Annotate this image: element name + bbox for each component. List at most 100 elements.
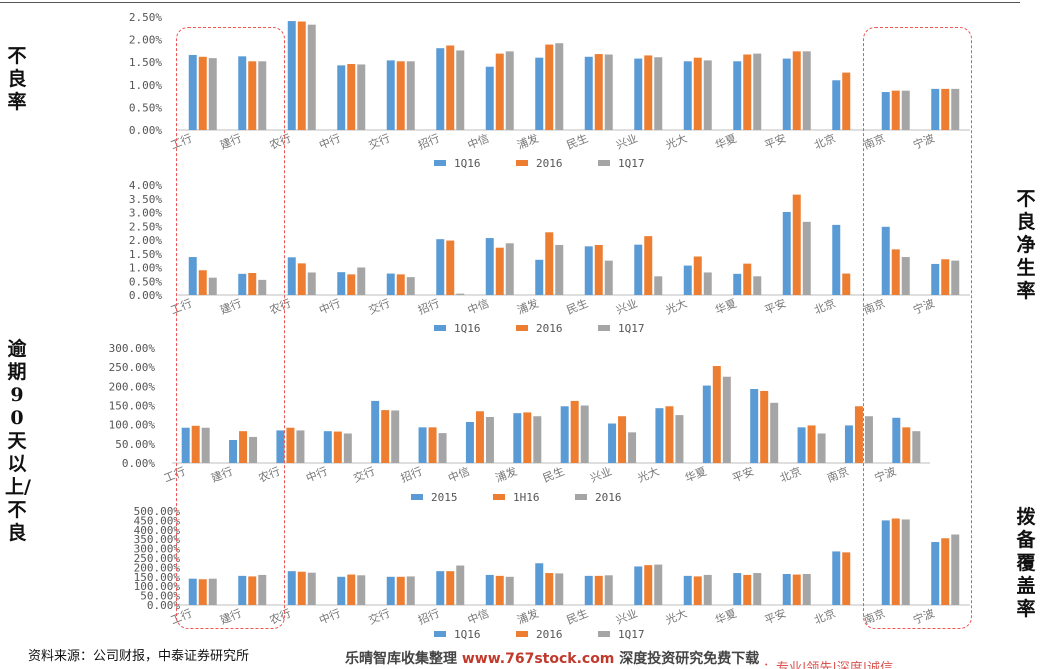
x-tick-label: 民生 xyxy=(564,606,590,627)
bar-2016-工行 xyxy=(198,270,207,295)
legend-label: 1Q17 xyxy=(618,322,645,335)
bar-1Q16-南京 xyxy=(881,92,890,130)
bar-1Q17-平安 xyxy=(802,221,811,295)
bar-1Q16-中行 xyxy=(337,272,346,295)
bar-1Q16-中行 xyxy=(337,65,346,130)
bar-1H16-建行 xyxy=(239,431,248,463)
bar-1Q17-中行 xyxy=(357,575,366,605)
bar-2015-兴业 xyxy=(608,423,617,463)
bar-2015-浦发 xyxy=(513,413,522,463)
bar-2016-光大 xyxy=(693,576,702,605)
source-note: 资料来源：公司财报，中泰证券研究所 xyxy=(28,649,250,664)
bar-2016-光大 xyxy=(675,415,684,463)
y-tick-label: 0.00% xyxy=(122,457,155,470)
bar-1Q16-中信 xyxy=(485,574,494,605)
x-tick-label: 北京 xyxy=(812,296,838,317)
legend-label: 1Q16 xyxy=(454,322,481,335)
bar-1H16-工行 xyxy=(191,425,200,463)
bar-1Q17-兴业 xyxy=(654,564,663,605)
bar-1Q16-民生 xyxy=(584,56,593,130)
bar-2015-华夏 xyxy=(702,385,711,463)
bar-2016-交行 xyxy=(396,61,405,130)
bar-1Q17-光大 xyxy=(703,574,712,605)
watermark-tail: 深度投资研究免费下载 xyxy=(619,651,760,667)
bar-1Q17-建行 xyxy=(258,61,267,130)
bar-2016-华夏 xyxy=(743,263,752,295)
watermark-secondary: ：专业|领先|深度|诚信 xyxy=(763,661,894,669)
highlight-box-right xyxy=(863,27,972,629)
bar-2016-兴业 xyxy=(628,432,637,463)
bar-1Q16-招行 xyxy=(436,239,445,295)
y-tick-label: 0.50% xyxy=(129,101,162,114)
bar-2016-农行 xyxy=(296,430,305,463)
x-tick-label: 民生 xyxy=(541,464,567,485)
bar-1Q16-南京 xyxy=(881,520,890,605)
bar-1Q17-中行 xyxy=(357,267,366,295)
bar-2016-宁波 xyxy=(912,431,921,463)
bar-2016-北京 xyxy=(842,72,851,130)
bar-2016-建行 xyxy=(248,576,257,605)
bar-2015-工行 xyxy=(181,427,190,463)
bar-2016-南京 xyxy=(864,416,873,463)
legend-swatch xyxy=(411,494,423,500)
bar-1Q17-兴业 xyxy=(654,276,663,295)
x-tick-label: 中行 xyxy=(317,132,342,152)
side-label-npl-ratio: 不良率 xyxy=(7,45,27,113)
bar-1H16-华夏 xyxy=(712,366,721,463)
bar-2016-浦发 xyxy=(545,232,554,295)
bar-2016-民生 xyxy=(594,54,603,131)
bar-1Q16-农行 xyxy=(287,257,296,295)
x-tick-label: 北京 xyxy=(812,131,838,152)
y-tick-label: 300.00% xyxy=(134,543,181,556)
y-tick-label: 150.00% xyxy=(109,400,156,413)
bar-2016-中信 xyxy=(495,53,504,130)
bar-1Q17-华夏 xyxy=(753,53,762,130)
legend-swatch xyxy=(598,325,610,331)
bar-1Q17-浦发 xyxy=(555,43,564,130)
bar-1H16-中信 xyxy=(475,411,484,463)
bar-2016-平安 xyxy=(792,574,801,605)
bar-2015-建行 xyxy=(229,440,238,463)
y-tick-label: 50.00% xyxy=(115,438,155,451)
bar-2016-中行 xyxy=(347,574,356,605)
bar-1Q17-建行 xyxy=(258,574,267,605)
bar-2016-农行 xyxy=(297,571,306,605)
bar-2016-平安 xyxy=(792,51,801,130)
y-tick-label: 100.00% xyxy=(109,419,156,432)
bar-2016-光大 xyxy=(693,57,702,130)
bar-2015-南京 xyxy=(844,425,853,463)
bar-1Q16-宁波 xyxy=(931,263,940,295)
bar-2016-工行 xyxy=(198,56,207,130)
bar-1Q17-民生 xyxy=(604,260,613,295)
bar-1Q17-宁波 xyxy=(951,88,960,130)
bar-2015-交行 xyxy=(371,400,380,463)
bar-1Q17-工行 xyxy=(208,58,217,130)
bar-2015-民生 xyxy=(560,406,569,463)
legend-label: 2016 xyxy=(595,491,622,504)
x-tick-label: 华夏 xyxy=(713,131,739,152)
bar-1H16-北京 xyxy=(807,425,816,463)
bar-2015-招行 xyxy=(418,427,427,463)
bar-2016-光大 xyxy=(693,256,702,295)
bar-1Q17-浦发 xyxy=(555,573,564,605)
bar-2016-交行 xyxy=(396,274,405,295)
watermark-url[interactable]: www.767stock.com xyxy=(461,651,615,667)
x-tick-label: 平安 xyxy=(762,131,788,152)
bar-2016-招行 xyxy=(446,45,455,131)
y-tick-label: 3.00% xyxy=(129,207,162,220)
x-tick-label: 浦发 xyxy=(515,296,541,317)
bar-1Q17-中行 xyxy=(357,64,366,130)
y-tick-label: 0.00% xyxy=(129,289,162,302)
bar-1Q16-建行 xyxy=(238,273,247,295)
legend-label: 1Q16 xyxy=(454,157,481,170)
bar-1Q16-平安 xyxy=(782,211,791,295)
bar-2016-平安 xyxy=(792,194,801,295)
x-tick-label: 平安 xyxy=(762,606,788,627)
bar-2016-中信 xyxy=(495,575,504,605)
bar-1Q17-民生 xyxy=(604,54,613,130)
bar-2016-兴业 xyxy=(644,565,653,605)
bar-1Q17-交行 xyxy=(406,576,415,605)
bar-1Q16-民生 xyxy=(584,575,593,605)
bar-1Q16-交行 xyxy=(386,60,395,130)
bar-1Q17-兴业 xyxy=(654,57,663,131)
